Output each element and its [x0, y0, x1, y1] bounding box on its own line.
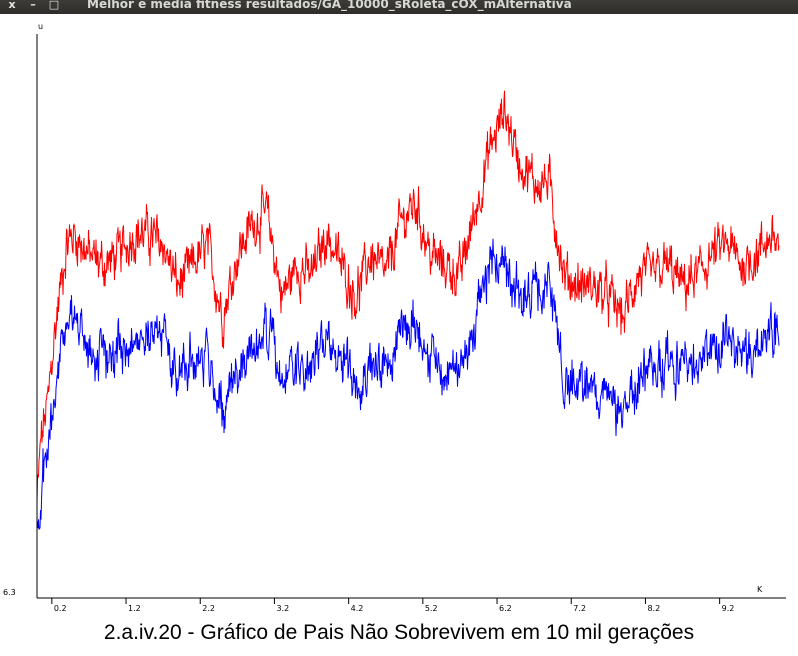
- y-tick-label: 6.3: [3, 588, 16, 597]
- x-tick-label: 4.2: [351, 604, 364, 613]
- line-chart: u K 6.3 0.2 1.2 2.2 3.2 4.2 5.2 6.2 7.2 8.2 9.2: [3, 22, 786, 613]
- x-tick-label: 1.2: [128, 604, 141, 613]
- x-tick-label: 3.2: [276, 604, 289, 613]
- window-title: Melhor e media fitness resultados/GA_100…: [87, 0, 572, 11]
- close-button[interactable]: x: [8, 0, 16, 11]
- window-titlebar: x – □ Melhor e media fitness resultados/…: [0, 0, 798, 14]
- x-tick-label: 8.2: [647, 604, 660, 613]
- minimize-button[interactable]: –: [30, 0, 36, 11]
- maximize-button[interactable]: □: [48, 0, 60, 11]
- series-layer: [36, 90, 780, 531]
- series-line-red: [36, 90, 780, 503]
- x-tick-label: 7.2: [573, 604, 586, 613]
- x-tick-label: 6.2: [499, 604, 512, 613]
- y-axis-label: u: [38, 22, 43, 31]
- x-axis-label: K: [757, 585, 763, 594]
- x-tick-label: 0.2: [54, 604, 67, 613]
- x-ticks: 0.2 1.2 2.2 3.2 4.2 5.2 6.2 7.2 8.2 9.2: [51, 598, 735, 613]
- x-tick-label: 9.2: [722, 604, 735, 613]
- series-line-blue: [36, 238, 780, 531]
- x-tick-label: 5.2: [425, 604, 438, 613]
- chart-area: u K 6.3 0.2 1.2 2.2 3.2 4.2 5.2 6.2 7.2 8.2 9.2: [0, 14, 798, 614]
- figure-caption: 2.a.iv.20 - Gráfico de Pais Não Sobreviv…: [103, 621, 695, 644]
- x-tick-label: 2.2: [202, 604, 215, 613]
